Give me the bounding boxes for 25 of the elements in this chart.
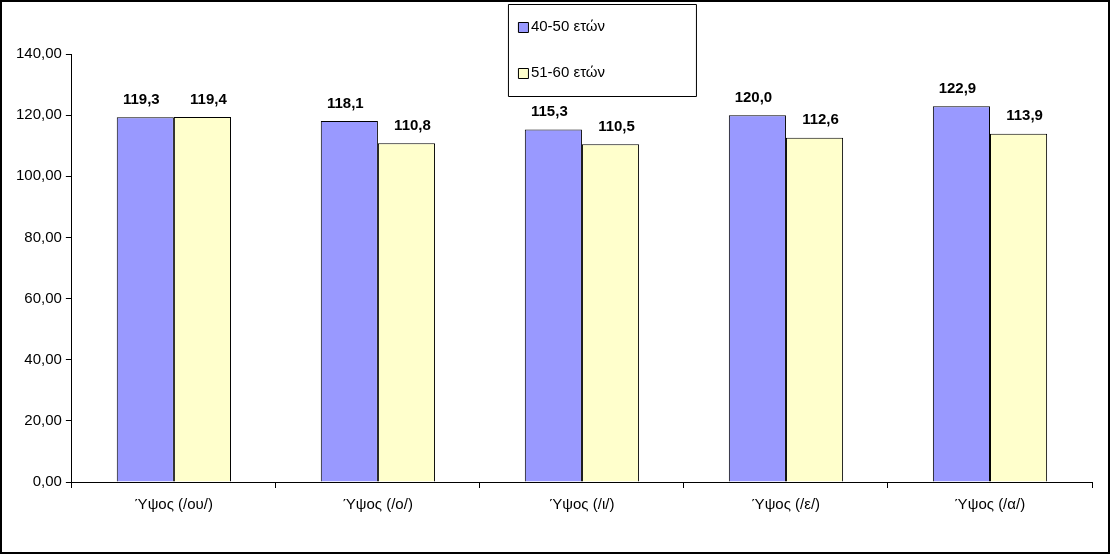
data-label: 118,1: [326, 93, 364, 111]
data-label: 122,9: [938, 78, 977, 96]
y-tick-label: 140,00: [15, 44, 62, 62]
x-tick-label: Ύψος (/ου/): [134, 495, 213, 513]
data-label: 110,5: [598, 116, 635, 134]
legend-label: 40-50 ετών: [530, 17, 606, 35]
y-tick-label: 60,00: [24, 288, 62, 306]
x-tick-label: Ύψος (/ι/): [549, 495, 615, 513]
y-tick-label: 20,00: [24, 411, 62, 428]
y-tick-label: 100,00: [15, 166, 62, 184]
data-label: 115,3: [531, 102, 568, 120]
x-tick-label: Ύψος (/ε/): [751, 495, 821, 513]
data-label: 119,4: [190, 89, 228, 107]
y-tick-label: 0,00: [32, 472, 62, 490]
data-label: 120,0: [734, 87, 773, 105]
x-tick-label: Ύψος (/ο/): [342, 495, 413, 513]
data-label: 110,8: [394, 115, 431, 133]
data-label: 113,9: [1006, 106, 1043, 124]
data-label: 112,6: [802, 110, 839, 128]
data-label: 119,3: [122, 89, 160, 107]
y-tick-label: 120,00: [15, 105, 62, 123]
legend-label: 51-60 ετών: [530, 63, 606, 81]
x-tick-label: Ύψος (/α/): [954, 495, 1026, 513]
y-tick-label: 40,00: [24, 349, 62, 367]
y-tick-label: 80,00: [24, 227, 62, 245]
